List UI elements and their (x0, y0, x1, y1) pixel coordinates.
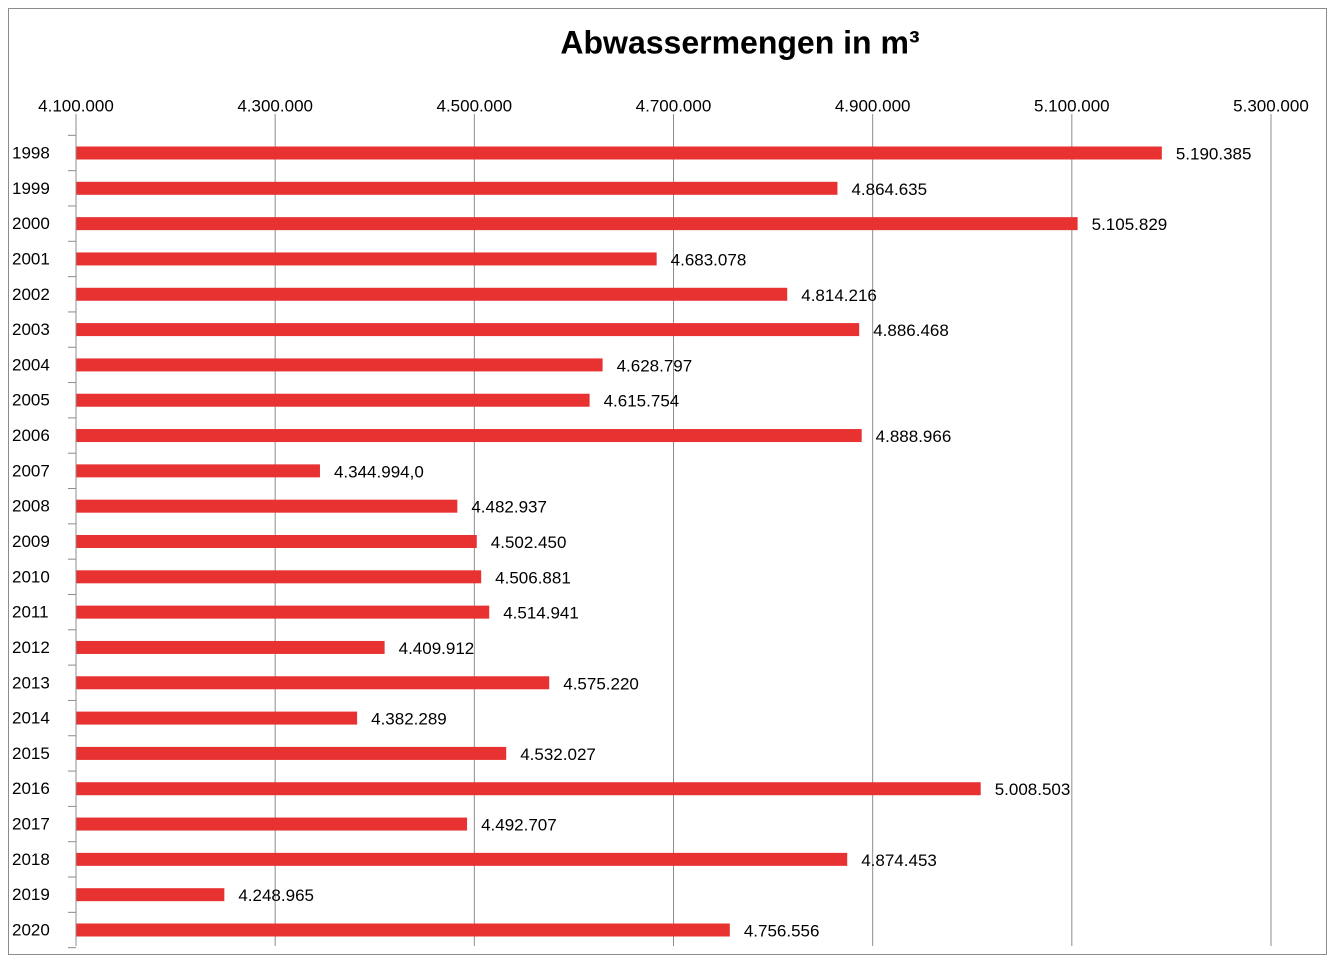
value-label: 4.756.556 (744, 921, 820, 940)
y-tick-label: 2015 (12, 744, 50, 763)
value-label: 4.248.965 (238, 886, 314, 905)
value-label: 4.506.881 (495, 568, 571, 587)
value-label: 5.190.385 (1176, 144, 1252, 163)
bar (76, 746, 507, 760)
y-tick-label: 2002 (12, 285, 50, 304)
bar (76, 499, 458, 513)
bar (76, 570, 482, 584)
y-tick-label: 2011 (12, 603, 49, 622)
x-tick-label: 4.100.000 (38, 96, 114, 115)
bar (76, 146, 1162, 160)
value-label: 4.514.941 (503, 604, 579, 623)
x-tick-label: 4.700.000 (636, 96, 712, 115)
value-label: 5.105.829 (1092, 215, 1168, 234)
y-tick-label: 2020 (12, 920, 50, 939)
value-label: 5.008.503 (995, 780, 1071, 799)
bar (76, 464, 320, 478)
bar (76, 393, 590, 407)
value-label: 4.814.216 (801, 286, 877, 305)
bar (76, 640, 385, 654)
y-tick-label: 2006 (12, 426, 50, 445)
value-label: 4.492.707 (481, 816, 557, 835)
y-tick-label: 2007 (12, 461, 50, 480)
value-label: 4.382.289 (371, 710, 447, 729)
value-label: 4.502.450 (491, 533, 567, 552)
bar (76, 181, 838, 195)
y-tick-label: 2017 (12, 815, 50, 834)
value-label: 4.409.912 (399, 639, 475, 658)
x-tick-label: 4.900.000 (835, 96, 911, 115)
x-tick-label: 4.500.000 (437, 96, 513, 115)
y-tick-label: 2009 (12, 532, 50, 551)
y-tick-label: 2012 (12, 638, 50, 657)
y-tick-label: 2001 (12, 249, 50, 268)
bar (76, 782, 981, 796)
bar (76, 605, 490, 619)
value-label: 4.683.078 (671, 250, 747, 269)
bar (76, 535, 477, 548)
bar (76, 358, 603, 372)
y-tick-label: 1998 (12, 143, 50, 162)
bar (76, 429, 862, 443)
y-tick-label: 2004 (12, 355, 50, 374)
chart-border (8, 8, 1327, 955)
bar (76, 217, 1078, 231)
value-label: 4.344.994,0 (334, 462, 424, 481)
y-tick-label: 2013 (12, 673, 50, 692)
y-tick-label: 2010 (12, 567, 50, 586)
y-tick-label: 2005 (12, 391, 50, 410)
value-label: 4.532.027 (520, 745, 596, 764)
bar (76, 923, 730, 937)
y-tick-label: 1999 (12, 179, 50, 198)
value-label: 4.886.468 (873, 321, 949, 340)
bar (76, 252, 657, 266)
y-tick-label: 2008 (12, 497, 50, 516)
value-label: 4.575.220 (563, 674, 639, 693)
bar (76, 852, 848, 866)
y-tick-label: 2019 (12, 885, 50, 904)
x-tick-label: 5.100.000 (1034, 96, 1110, 115)
y-tick-label: 2016 (12, 779, 50, 798)
x-tick-label: 4.300.000 (237, 96, 313, 115)
value-label: 4.615.754 (604, 392, 680, 411)
bar (76, 323, 860, 337)
value-label: 4.864.635 (851, 180, 927, 199)
bar (76, 817, 468, 831)
value-label: 4.628.797 (617, 356, 693, 375)
value-label: 4.874.453 (861, 851, 937, 870)
y-tick-label: 2003 (12, 320, 50, 339)
y-tick-label: 2018 (12, 850, 50, 869)
chart-title: Abwassermengen in m³ (560, 24, 919, 60)
y-tick-label: 2014 (12, 709, 50, 728)
bar (76, 888, 225, 902)
y-tick-label: 2000 (12, 214, 50, 233)
bar (76, 676, 550, 690)
value-label: 4.888.966 (876, 427, 952, 446)
bar (76, 287, 788, 301)
value-label: 4.482.937 (471, 498, 547, 517)
x-tick-label: 5.300.000 (1233, 96, 1309, 115)
bar (76, 711, 358, 725)
